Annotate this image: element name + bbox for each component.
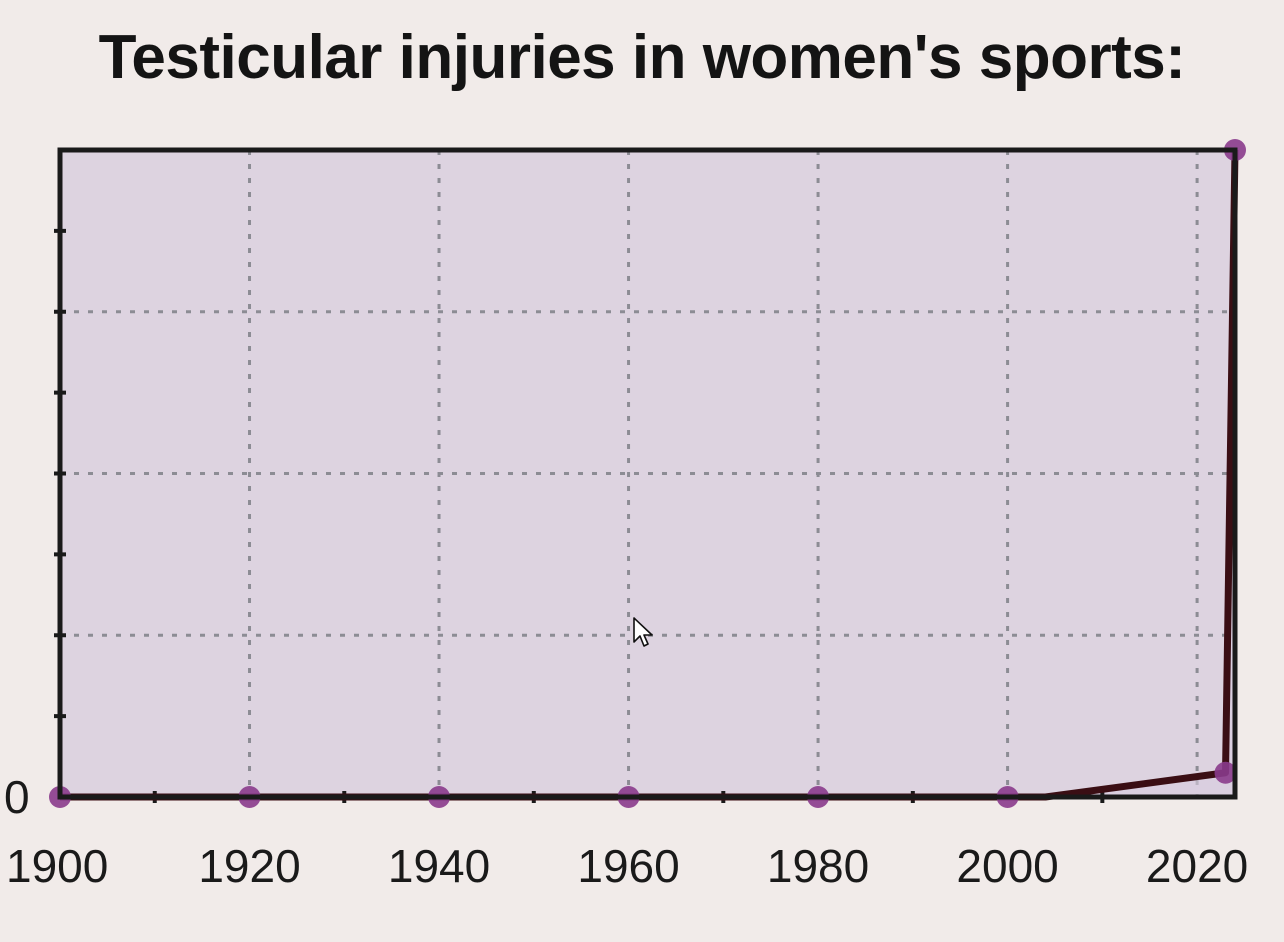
x-tick-label: 1920 bbox=[198, 840, 300, 892]
plot-frame bbox=[57, 147, 1238, 800]
mouse-pointer-icon bbox=[633, 617, 653, 647]
x-tick-label: 2020 bbox=[1146, 840, 1248, 892]
x-tick-label: 1900 bbox=[6, 840, 108, 892]
chart-title: Testicular injuries in women's sports: bbox=[98, 23, 1186, 92]
y-axis-tick-labels: 0 bbox=[4, 771, 30, 823]
x-tick-label: 1940 bbox=[388, 840, 490, 892]
x-tick-label: 1980 bbox=[767, 840, 869, 892]
data-point bbox=[1214, 761, 1237, 784]
y-tick-label: 0 bbox=[4, 771, 30, 823]
x-tick-label: 1960 bbox=[577, 840, 679, 892]
plot-area bbox=[60, 150, 1235, 797]
x-tick-label: 2000 bbox=[956, 840, 1058, 892]
grid-lines bbox=[60, 150, 1235, 797]
x-axis-tick-labels: 1900 1920 1940 1960 1980 2000 2020 bbox=[6, 840, 1248, 892]
